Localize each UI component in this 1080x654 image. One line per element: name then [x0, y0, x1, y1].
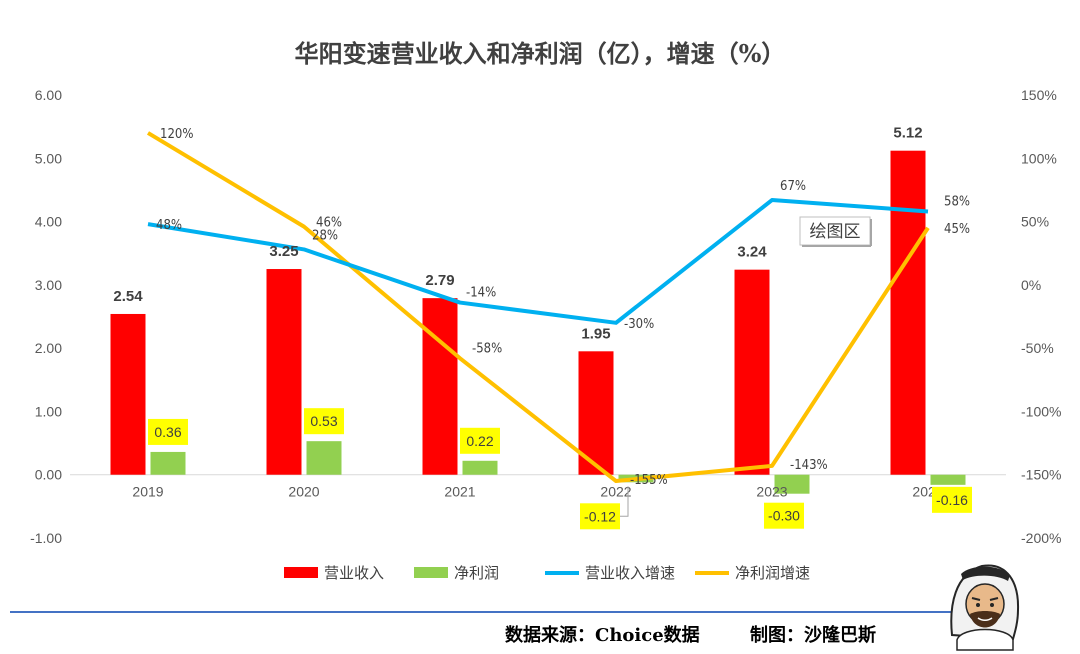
x-axis: 2019 2020 2021 2022 2023 2024: [132, 484, 943, 500]
data-labels: 2.54 3.25 2.79 1.95 3.24 5.12 0.36 0.53 0.22 -0.1…: [113, 125, 972, 530]
net-profit-bar: [306, 441, 342, 475]
footer-source: 数据来源：Choice数据: [505, 624, 700, 646]
net-profit-label-highlight: [304, 408, 344, 435]
leader-line: [620, 486, 629, 517]
net-profit-bar: [462, 460, 498, 475]
net-profit-growth-label: 45%: [944, 222, 970, 237]
legend-label: 营业收入: [324, 564, 384, 582]
left-tick-label: 1.00: [35, 403, 62, 419]
net-profit-growth-label: -155%: [630, 473, 668, 488]
net-profit-value-label: -0.30: [768, 508, 800, 524]
chart-title: 华阳变速营业收入和净利润（亿），增速（%）: [295, 39, 786, 68]
net-profit-bar: [930, 474, 966, 485]
revenue-growth-label: 58%: [944, 194, 970, 209]
left-tick-label: 6.00: [35, 87, 62, 103]
net-profit-growth-label: 120%: [160, 127, 193, 142]
net-profit-growth-label: -58%: [472, 341, 502, 356]
right-tick-label: 50%: [1021, 214, 1049, 230]
revenue-value-label: 3.25: [269, 243, 298, 260]
net-profit-value-label: 0.22: [466, 433, 493, 449]
cartoon-sheikh-avatar-icon: [950, 564, 1020, 651]
legend-label: 净利润: [454, 564, 499, 582]
net-profit-bar: [150, 451, 186, 475]
net-profit-label-highlight: [932, 486, 972, 513]
revenue-growth-label: 28%: [312, 228, 338, 243]
legend-swatch: [284, 567, 318, 578]
legend-swatch: [414, 567, 448, 578]
left-tick-label: 5.00: [35, 150, 62, 166]
net-profit-label-highlight: [148, 418, 188, 445]
revenue-value-label: 5.12: [893, 125, 922, 142]
net-profit-growth-label: 46%: [316, 216, 342, 231]
revenue-growth-label: 48%: [156, 218, 182, 233]
revenue-growth-label: -14%: [466, 286, 496, 301]
net-profit-value-label: -0.16: [936, 492, 968, 508]
left-tick-label: 4.00: [35, 214, 62, 230]
revenue-bar: [422, 298, 458, 475]
left-tick-label: 0.00: [35, 467, 62, 483]
x-tick-label: 2022: [600, 484, 631, 500]
revenue-bar: [890, 150, 926, 475]
legend-label: 净利润增速: [735, 564, 810, 582]
plot-area-tooltip-text: 绘图区: [810, 222, 861, 242]
net-profit-label-highlight: [580, 503, 620, 530]
revenue-growth-label: -30%: [624, 317, 654, 332]
revenue-value-label: 1.95: [581, 325, 610, 342]
left-tick-label: 2.00: [35, 340, 62, 356]
net-profit-label-highlight: [764, 502, 804, 529]
net-profit-value-label: -0.12: [584, 508, 616, 524]
net-profit-label-highlight: [460, 427, 500, 454]
revenue-growth-line: [147, 198, 929, 325]
right-tick-label: -50%: [1021, 340, 1054, 356]
net-profit-growth-label: -143%: [790, 458, 828, 473]
lines-group: [146, 131, 930, 484]
right-tick-label: 0%: [1021, 277, 1041, 293]
net-profit-growth-line: [146, 131, 930, 484]
net-profit-value-label: 0.36: [154, 424, 181, 440]
x-tick-label: 2021: [444, 484, 475, 500]
right-tick-label: 150%: [1021, 87, 1057, 103]
revenue-value-label: 2.54: [113, 288, 143, 305]
right-axis: -200% -150% -100% -50% 0% 50% 100% 150%: [1021, 87, 1061, 546]
right-tick-label: 100%: [1021, 150, 1057, 166]
left-tick-label: -1.00: [30, 530, 62, 546]
x-tick-label: 2020: [288, 484, 319, 500]
revenue-growth-label: 67%: [780, 179, 806, 194]
x-tick-label: 2023: [756, 484, 787, 500]
revenue-value-label: 3.24: [737, 244, 767, 261]
net-profit-value-label: 0.53: [310, 413, 337, 429]
revenue-bar: [734, 269, 770, 475]
right-tick-label: -150%: [1021, 467, 1061, 483]
bars-group: [110, 150, 966, 494]
revenue-bar: [266, 269, 302, 475]
legend-label: 营业收入增速: [585, 564, 675, 582]
right-tick-label: -200%: [1021, 530, 1061, 546]
net-profit-bar: [774, 474, 810, 494]
revenue-bar: [110, 313, 146, 475]
left-axis: -1.00 0.00 1.00 2.00 3.00 4.00 5.00 6.00: [30, 87, 62, 546]
x-tick-label: 2019: [132, 484, 163, 500]
legend: 营业收入 净利润 营业收入增速 净利润增速: [284, 564, 810, 582]
revenue-value-label: 2.79: [425, 272, 454, 289]
plot-area-tooltip: 绘图区: [799, 216, 872, 247]
footer-author: 制图：沙隆巴斯: [750, 624, 876, 646]
right-tick-label: -100%: [1021, 403, 1061, 419]
left-tick-label: 3.00: [35, 277, 62, 293]
